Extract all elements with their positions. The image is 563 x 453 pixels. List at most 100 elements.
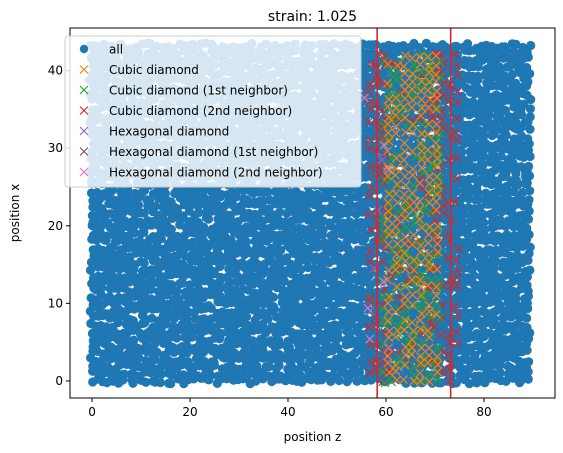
point-all <box>522 90 532 100</box>
point-all <box>108 195 118 205</box>
point-all <box>343 245 354 255</box>
point-all <box>328 370 338 380</box>
point-all <box>350 357 360 368</box>
y-tick-label: 30 <box>48 141 63 155</box>
point-all <box>237 258 247 268</box>
point-all <box>317 280 327 290</box>
point-all <box>526 40 536 51</box>
y-axis-label: position x <box>8 184 22 242</box>
point-all <box>268 292 278 302</box>
point-all <box>524 195 534 205</box>
point-all <box>522 63 532 73</box>
y-tick-label: 10 <box>48 296 63 310</box>
point-all <box>344 217 355 227</box>
point-all <box>258 245 268 255</box>
point-all <box>264 362 274 372</box>
point-all <box>183 298 193 308</box>
point-all <box>145 196 155 206</box>
point-all <box>263 187 273 197</box>
point-all <box>252 259 262 269</box>
point-all <box>371 40 381 50</box>
point-all <box>344 312 354 322</box>
point-all <box>263 314 273 324</box>
point-all <box>333 239 343 249</box>
point-all <box>525 265 535 275</box>
point-all <box>178 259 188 269</box>
point-all <box>360 48 370 58</box>
point-all <box>128 378 138 388</box>
x-axis-label: position z <box>284 430 342 444</box>
point-all <box>173 305 183 315</box>
point-all <box>188 237 198 247</box>
point-all <box>333 343 343 353</box>
point-all <box>295 231 305 241</box>
point-all <box>242 244 252 254</box>
point-all <box>284 342 294 352</box>
point-all <box>285 318 295 328</box>
point-all <box>388 322 398 332</box>
point-all <box>172 286 182 296</box>
point-all <box>276 245 286 255</box>
point-all <box>296 371 306 381</box>
point-all <box>511 78 521 88</box>
point-all <box>297 308 307 318</box>
point-all <box>523 77 533 87</box>
point-all <box>119 369 129 379</box>
point-all <box>328 197 338 207</box>
point-all <box>135 328 145 338</box>
point-all <box>172 204 183 214</box>
point-all <box>204 301 214 311</box>
point-all <box>291 336 301 346</box>
point-all <box>141 355 151 366</box>
point-all <box>325 218 335 228</box>
point-all <box>311 237 322 247</box>
legend-label: Hexagonal diamond (1st neighbor) <box>109 145 318 159</box>
point-all <box>216 328 226 339</box>
point-all <box>128 316 138 326</box>
point-all <box>189 308 199 318</box>
point-all <box>258 278 268 288</box>
point-all <box>523 214 534 224</box>
point-all <box>139 208 149 218</box>
point-all <box>103 218 113 228</box>
point-all <box>215 251 225 261</box>
point-all <box>318 306 328 317</box>
legend-marker <box>79 44 89 54</box>
point-all <box>231 192 241 202</box>
chart-title: strain: 1.025 <box>268 9 357 25</box>
point-all <box>114 358 124 368</box>
point-all <box>258 307 268 317</box>
point-all <box>157 369 167 379</box>
x-tick-label: 20 <box>182 405 197 419</box>
point-all <box>194 208 204 218</box>
point-all <box>172 333 182 343</box>
point-all <box>216 272 226 282</box>
point-all <box>230 258 240 269</box>
point-all <box>307 315 317 325</box>
point-all <box>263 252 274 262</box>
point-all <box>311 252 321 262</box>
point-all <box>279 276 289 286</box>
point-all <box>286 279 296 290</box>
legend-label: all <box>109 43 123 57</box>
point-all <box>335 203 345 213</box>
point-all <box>129 335 139 345</box>
point-all <box>182 314 192 324</box>
point-all <box>160 188 170 199</box>
y-tick-label: 0 <box>55 374 63 388</box>
point-all <box>312 189 322 200</box>
point-all <box>354 367 365 377</box>
point-all <box>349 302 359 312</box>
point-all <box>333 252 343 262</box>
point-all <box>494 62 505 72</box>
point-all <box>225 277 235 287</box>
point-all <box>174 294 184 304</box>
x-tick-label: 0 <box>88 405 96 419</box>
point-all <box>151 249 161 259</box>
point-all <box>237 201 247 211</box>
point-all <box>334 375 344 386</box>
point-all <box>241 312 252 322</box>
point-all <box>166 379 176 389</box>
point-all <box>166 197 176 207</box>
point-all <box>146 272 156 282</box>
